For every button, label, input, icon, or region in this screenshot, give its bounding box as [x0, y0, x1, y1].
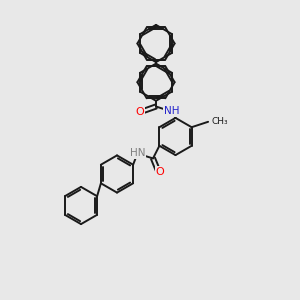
Text: O: O [136, 106, 145, 117]
Text: CH₃: CH₃ [212, 117, 228, 126]
Text: HN: HN [130, 148, 145, 158]
Text: O: O [155, 167, 164, 177]
Text: NH: NH [164, 106, 179, 116]
